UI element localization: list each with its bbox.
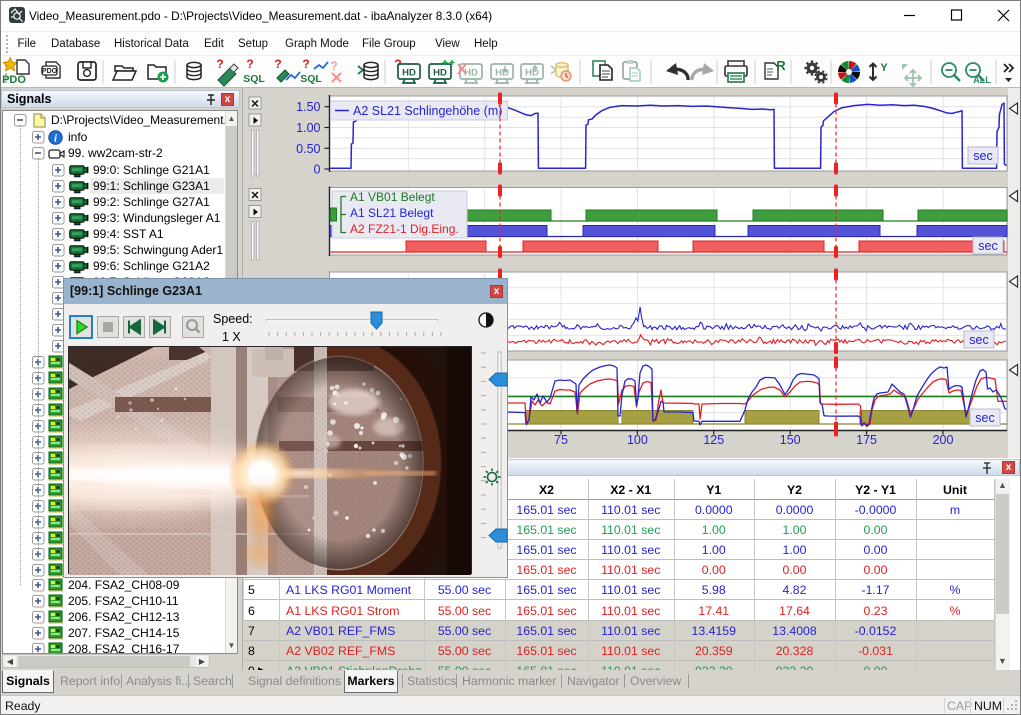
svg-text:Y: Y [880, 62, 888, 74]
svg-text:HD: HD [402, 68, 416, 79]
svg-text:sec: sec [973, 149, 992, 163]
svg-text:175: 175 [856, 433, 877, 447]
svg-text:sec: sec [975, 411, 994, 425]
svg-text:A2 FZ21-1 Dig.Eing.: A2 FZ21-1 Dig.Eing. [350, 222, 459, 236]
svg-text:SQL: SQL [300, 73, 322, 85]
svg-text:R: R [776, 58, 786, 73]
svg-text:A1 SL21 Belegt: A1 SL21 Belegt [350, 206, 434, 220]
svg-text:0: 0 [314, 163, 321, 177]
svg-text:i: i [54, 132, 58, 144]
svg-text:SQL: SQL [243, 73, 265, 85]
svg-text:0.50: 0.50 [296, 142, 320, 156]
svg-text:?: ? [302, 57, 309, 71]
svg-text:?: ? [274, 57, 281, 71]
svg-text:HD: HD [464, 68, 478, 79]
svg-text:A2 SL21 Schlingehöhe (m): A2 SL21 Schlingehöhe (m) [353, 104, 502, 118]
svg-text:125: 125 [703, 433, 724, 447]
svg-text:150: 150 [780, 433, 801, 447]
svg-text:sec: sec [969, 333, 988, 347]
svg-text:1.50: 1.50 [296, 100, 320, 114]
svg-text:?: ? [216, 57, 223, 71]
svg-text:?: ? [246, 57, 253, 71]
svg-text:PDO: PDO [42, 68, 58, 75]
svg-text:sec: sec [978, 239, 997, 253]
svg-text:200: 200 [933, 433, 954, 447]
svg-text:A1 VB01 Belegt: A1 VB01 Belegt [350, 190, 435, 204]
svg-text:75: 75 [554, 433, 568, 447]
svg-text:HD: HD [433, 68, 447, 79]
svg-text:ALL: ALL [973, 75, 991, 85]
svg-text:HD: HD [495, 68, 509, 79]
svg-text:PDO: PDO [2, 74, 26, 86]
svg-text:HD: HD [525, 68, 539, 79]
svg-text:100: 100 [627, 433, 648, 447]
svg-text:1.00: 1.00 [296, 121, 320, 135]
svg-text:?: ? [330, 59, 337, 73]
